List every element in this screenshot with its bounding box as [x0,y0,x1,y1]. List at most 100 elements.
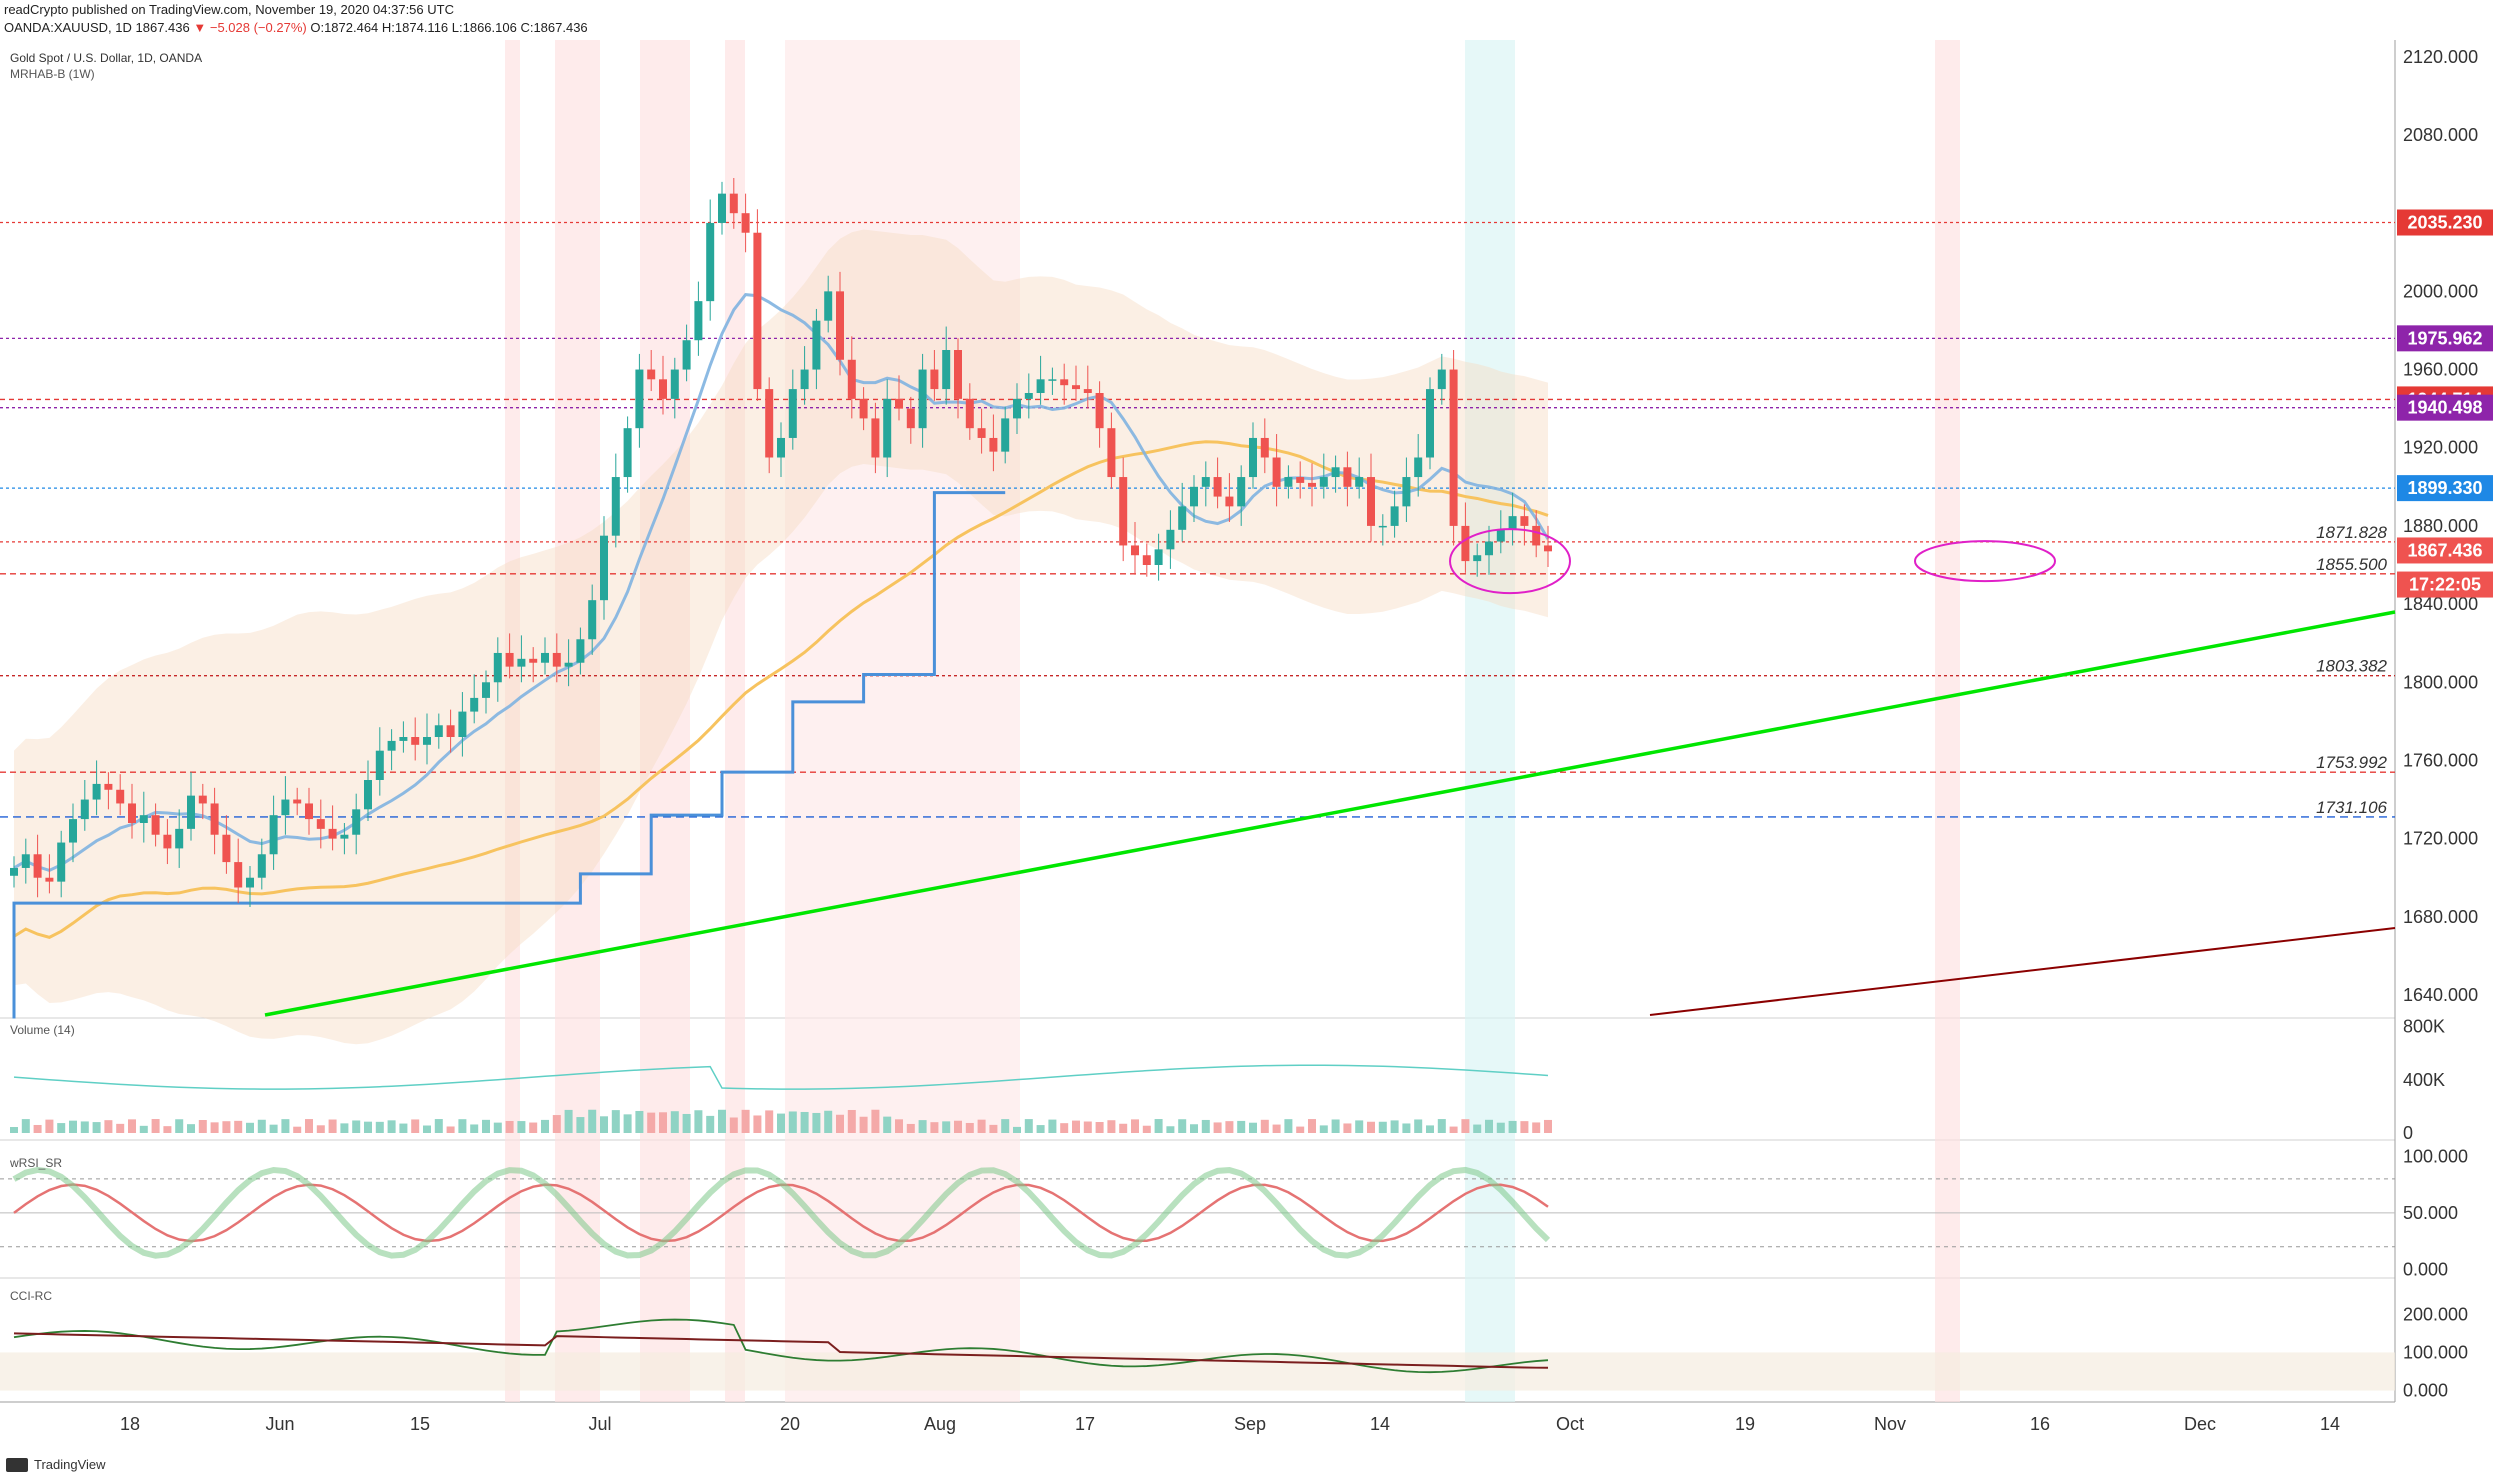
price-badge [2397,209,2493,236]
candle-body [1060,379,1069,386]
volume-bar [1331,1119,1340,1133]
volume-bar [977,1119,986,1133]
candle-body [352,809,361,835]
volume-bar [1060,1123,1069,1133]
volume-bar [269,1124,278,1133]
candle-body [541,652,549,663]
candle-body [198,795,207,804]
candle-body [1520,516,1529,526]
volume-bar [1213,1122,1222,1133]
annotation-circle [1914,540,2056,583]
candle-body [1036,379,1045,393]
volume-bar [423,1125,431,1133]
volume-bar [989,1124,998,1133]
volume-bar [788,1111,797,1133]
candle-body [387,740,396,751]
candle-body [505,652,514,667]
volume-bar [198,1120,207,1133]
candle-body [718,193,726,223]
volume-bar [824,1110,833,1133]
volume-bar [1178,1119,1187,1133]
price-axis-tick: 2080.000 [2403,125,2478,145]
candle-body [316,819,325,829]
volume-bar [10,1127,18,1133]
volume-bar [257,1119,266,1133]
last-price: 1867.436 [135,20,190,35]
volume-bar [104,1120,113,1133]
volume-bar [753,1115,762,1133]
candle-body [989,437,998,452]
volume-bar [1496,1122,1505,1133]
volume-bar [965,1122,974,1133]
volume-bar [387,1120,396,1133]
volume-bar [611,1110,620,1133]
candle-body [281,799,290,816]
wrsi-pane-label: wRSI_SR [9,1156,62,1170]
candle-body [399,737,408,741]
volume-bar [1166,1126,1175,1133]
level-label: 1803.382 [2316,657,2387,676]
volume-bar [175,1119,184,1133]
candle-body [1284,477,1293,487]
price-axis-tick: 1920.000 [2403,438,2478,458]
volume-bar [1343,1123,1352,1133]
price-axis-tick: 1680.000 [2403,907,2478,927]
volume-bar [895,1119,903,1133]
highlight-band [1935,40,1960,1402]
candle-body [10,867,18,876]
candle-body [517,658,526,667]
volume-bar [33,1124,42,1133]
price-badge [2397,571,2493,598]
candle-body [800,369,809,390]
volume-bar [1036,1125,1045,1133]
candle-body [1319,477,1328,487]
footer: TradingView [6,1457,106,1472]
tradingview-logo-icon [6,1457,28,1472]
candle-body [446,725,455,737]
highlight-band [640,40,690,1402]
candle-body [269,815,278,855]
candle-body [741,213,750,233]
time-axis-tick: 19 [1735,1414,1755,1434]
cci-axis-tick: 200.000 [2403,1304,2468,1324]
volume-bar [1508,1120,1517,1133]
candle-body [246,877,254,888]
volume-bar [1013,1126,1021,1133]
candle-body [92,783,101,800]
candle-body [552,652,561,667]
candle-body [1107,428,1116,478]
volume-bar [328,1119,337,1133]
candle-body [1131,545,1139,556]
volume-bar [1390,1120,1399,1133]
price-badge [2397,394,2493,421]
candle-body [977,428,986,438]
volume-bar [1544,1119,1552,1133]
candle-body [659,379,667,399]
candle-body [1001,418,1010,452]
candle-body [895,398,903,409]
candle-body [493,652,502,683]
volume-bar [1319,1125,1328,1133]
tradingview-chart[interactable]: 1871.828 1855.500 1803.382 1753.992 1731.106… [0,40,2505,1440]
volume-bar [954,1120,962,1133]
price-axis-tick: 1640.000 [2403,985,2478,1005]
candle-body [706,222,715,302]
time-axis-tick: 20 [780,1414,800,1434]
volume-axis-tick: 800K [2403,1017,2445,1037]
candle-body [729,193,738,214]
time-axis-tick: 18 [120,1414,140,1434]
step-support-line [12,491,1006,1019]
candle-body [930,369,939,390]
candle-body [906,408,915,429]
candle-body [576,639,585,663]
price-badge-label: 1899.330 [2407,478,2482,498]
candle-body [328,828,337,839]
time-axis-tick: Jul [588,1414,611,1434]
volume-bar [45,1119,54,1133]
candle-body [57,842,66,882]
legend-title: Gold Spot / U.S. Dollar, 1D, OANDA [10,51,202,65]
rsi-fast-ribbon [12,1166,1551,1259]
candle-body [45,877,54,882]
volume-bar [21,1119,30,1133]
volume-bar [659,1112,667,1133]
